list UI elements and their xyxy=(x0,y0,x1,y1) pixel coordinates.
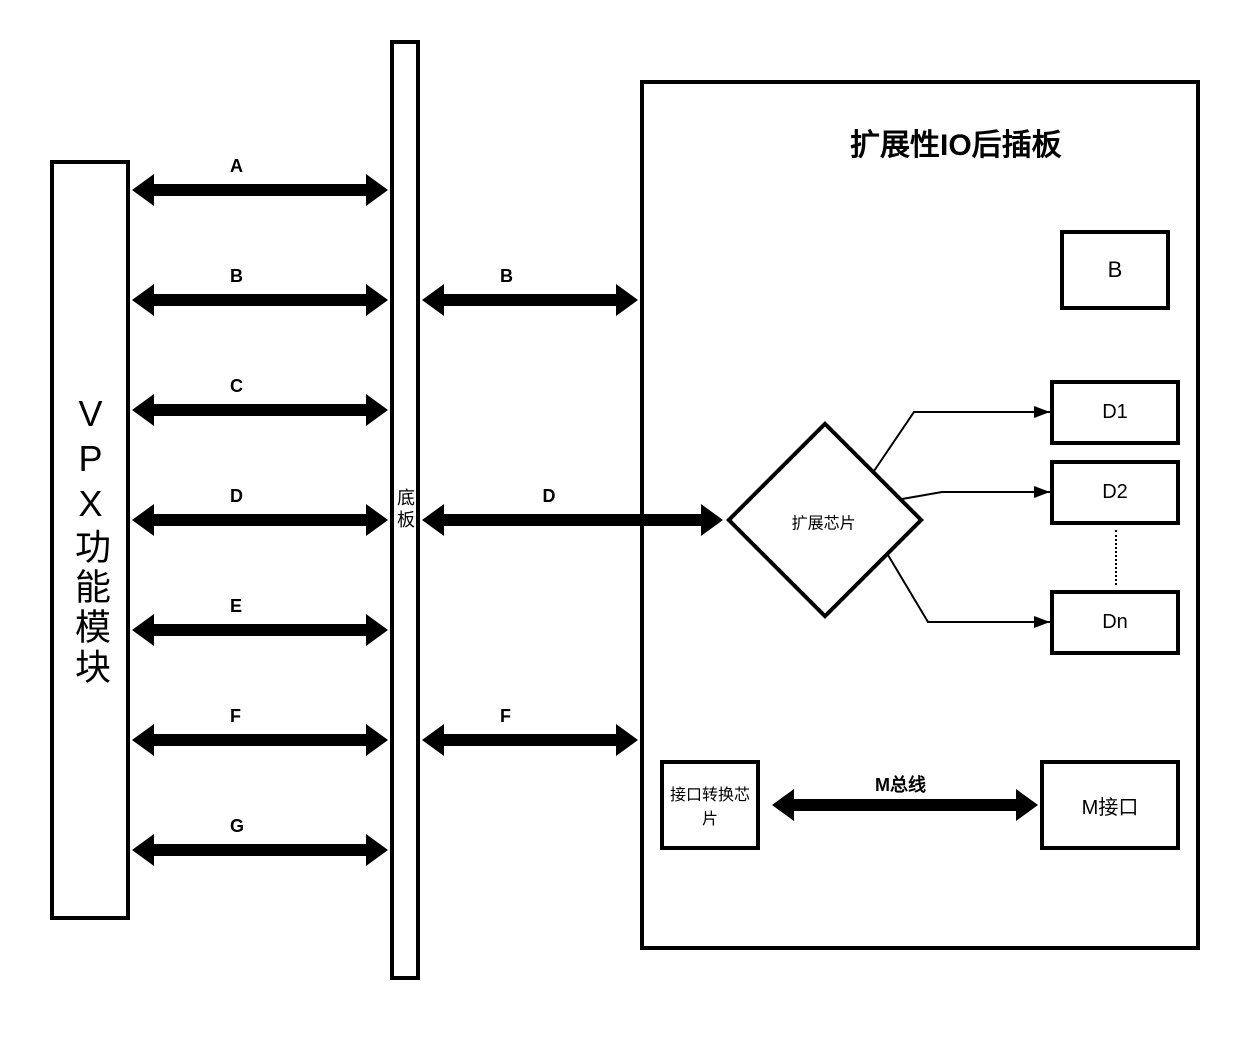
m-bus-arrow xyxy=(790,799,1020,811)
left-arrow-F-label: F xyxy=(230,706,241,727)
left-arrow-B-label: B xyxy=(230,266,243,287)
D1-box: D1 xyxy=(1050,380,1180,445)
left-arrow-D-label: D xyxy=(230,486,243,507)
left-arrow-A xyxy=(150,184,370,196)
left-arrow-G-label: G xyxy=(230,816,244,837)
left-arrow-C xyxy=(150,404,370,416)
left-arrow-F xyxy=(150,734,370,746)
d-series-ellipsis xyxy=(1115,530,1117,585)
vpx-module-box: VPX功能模块 xyxy=(50,160,130,920)
mid-arrow-F xyxy=(440,734,620,746)
left-arrow-D xyxy=(150,514,370,526)
M-box: M接口 xyxy=(1040,760,1180,850)
ifchip: 接口转换芯片 xyxy=(660,760,760,850)
left-arrow-E-label: E xyxy=(230,596,242,617)
mid-arrow-D xyxy=(440,514,705,526)
mid-arrow-B-label: B xyxy=(500,266,513,287)
mid-arrow-F-label: F xyxy=(500,706,511,727)
left-arrow-G xyxy=(150,844,370,856)
Dn-box: Dn xyxy=(1050,590,1180,655)
backplane-box: 底板 xyxy=(390,40,420,980)
left-arrow-E xyxy=(150,624,370,636)
D2-box: D2 xyxy=(1050,460,1180,525)
left-arrow-B xyxy=(150,294,370,306)
left-arrow-C-label: C xyxy=(230,376,243,397)
m-bus-arrow-label: M总线 xyxy=(875,771,926,797)
left-arrow-A-label: A xyxy=(230,156,243,177)
io-panel-title: 扩展性IO后插板 xyxy=(850,120,1062,164)
mid-arrow-D-label: D xyxy=(543,486,556,507)
mid-arrow-B xyxy=(440,294,620,306)
B-box: B xyxy=(1060,230,1170,310)
